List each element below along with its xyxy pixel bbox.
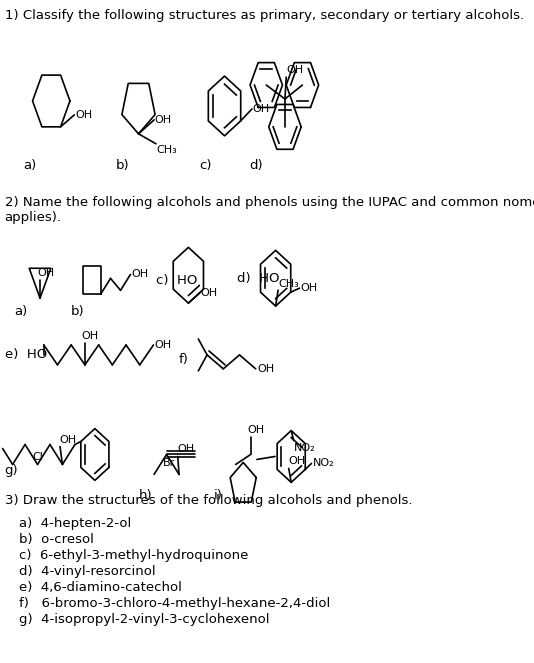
Text: b): b) — [71, 305, 85, 318]
Text: OH: OH — [155, 340, 172, 350]
Text: OH: OH — [200, 288, 217, 298]
Text: OH: OH — [132, 269, 149, 279]
Text: OH: OH — [287, 65, 304, 75]
Text: d)  4-vinyl-resorcinol: d) 4-vinyl-resorcinol — [19, 565, 155, 578]
Text: e)  4,6-diamino-catechol: e) 4,6-diamino-catechol — [19, 581, 182, 594]
Text: CH₃: CH₃ — [279, 279, 300, 289]
Text: g)  4-isopropyl-2-vinyl-3-cyclohexenol: g) 4-isopropyl-2-vinyl-3-cyclohexenol — [19, 613, 269, 626]
Text: b): b) — [115, 158, 129, 172]
Text: a): a) — [23, 158, 36, 172]
Text: c)  HO: c) HO — [156, 274, 198, 286]
Text: OH: OH — [82, 331, 99, 341]
Text: 1) Classify the following structures as primary, secondary or tertiary alcohols.: 1) Classify the following structures as … — [4, 9, 524, 23]
Text: i): i) — [213, 489, 222, 503]
Text: g): g) — [4, 465, 18, 477]
Text: d)  HO: d) HO — [237, 272, 279, 284]
Text: NO₂: NO₂ — [313, 458, 334, 469]
Text: OH: OH — [300, 283, 317, 293]
Text: Cl: Cl — [33, 452, 43, 463]
Text: OH: OH — [155, 115, 172, 125]
Text: OH: OH — [59, 434, 76, 444]
Text: e)  HO: e) HO — [4, 348, 47, 361]
Text: d): d) — [249, 158, 263, 172]
Text: OH: OH — [75, 110, 92, 120]
Text: h): h) — [138, 489, 152, 503]
Text: a): a) — [14, 305, 27, 318]
Text: NO₂: NO₂ — [294, 442, 316, 453]
Text: OH: OH — [253, 104, 270, 114]
Text: OH: OH — [178, 444, 195, 454]
Text: c)  6-ethyl-3-methyl-hydroquinone: c) 6-ethyl-3-methyl-hydroquinone — [19, 549, 248, 562]
Text: a)  4-hepten-2-ol: a) 4-hepten-2-ol — [19, 517, 131, 530]
Text: f)   6-bromo-3-chloro-4-methyl-hexane-2,4-diol: f) 6-bromo-3-chloro-4-methyl-hexane-2,4-… — [19, 597, 330, 610]
Text: 3) Draw the structures of the following alcohols and phenols.: 3) Draw the structures of the following … — [4, 495, 412, 507]
Text: OH: OH — [248, 424, 265, 434]
Text: Br: Br — [163, 459, 175, 469]
Text: 2) Name the following alcohols and phenols using the IUPAC and common nomenclatu: 2) Name the following alcohols and pheno… — [4, 196, 534, 223]
Text: c): c) — [200, 158, 212, 172]
Text: b)  o-cresol: b) o-cresol — [19, 533, 93, 546]
Text: OH: OH — [257, 364, 274, 374]
Text: OH: OH — [37, 269, 54, 278]
Text: CH₃: CH₃ — [156, 145, 177, 154]
Text: f): f) — [179, 353, 189, 367]
Text: OH: OH — [288, 456, 305, 467]
